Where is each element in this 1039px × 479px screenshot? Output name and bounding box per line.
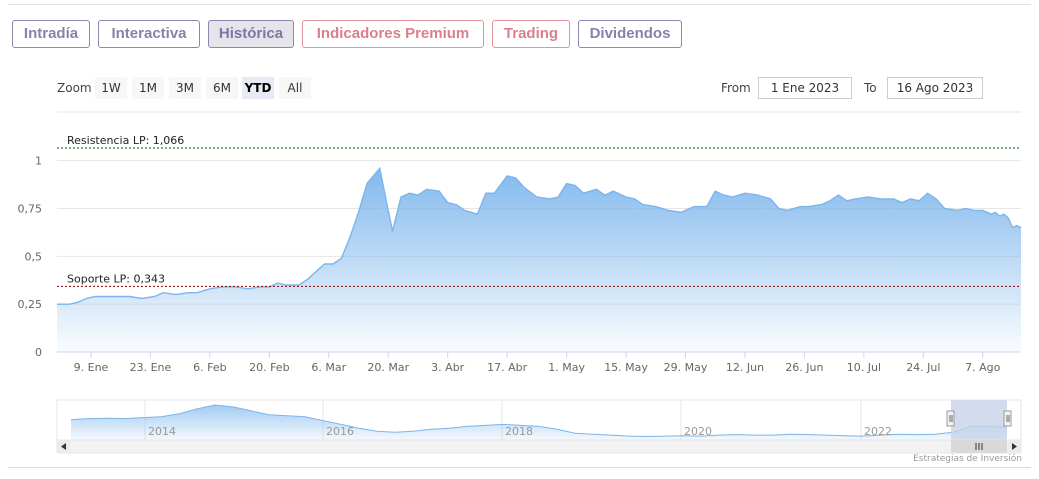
y-tick-label: 1 [35,155,42,168]
x-tick-label: 10. Jul [847,361,881,374]
x-axis: 9. Ene 23. Ene 6. Feb 20. Feb 6. Mar 20. Mar 3… [74,352,1001,374]
navigator-x-axis: 2014 2016 2018 2020 2022 [148,425,892,438]
zoom-ytd-button[interactable]: YTD [242,77,274,99]
navigator-x-tick-label: 2022 [864,425,892,438]
x-tick-label: 23. Ene [130,361,172,374]
x-tick-label: 17. Abr [487,361,527,374]
zoom-all-button[interactable]: All [279,77,311,99]
navigator-left-handle[interactable] [946,410,955,427]
navigator[interactable]: 2014 2016 2018 2020 2022 [56,399,1022,454]
y-axis: 0 0,25 0,5 0,75 1 [18,155,43,359]
navigator-x-tick-label: 2014 [148,425,176,438]
zoom-1w-button[interactable]: 1W [95,77,127,99]
tab-intradia[interactable]: Intradía [12,20,90,48]
tab-trading[interactable]: Trading [492,20,570,48]
tab-interactiva[interactable]: Interactiva [98,20,200,48]
tab-indicadores-premium[interactable]: Indicadores Premium [302,20,484,48]
navigator-line [70,404,1008,438]
y-tick-label: 0,75 [18,202,43,215]
support-label: Soporte LP: 0,343 [67,272,165,285]
navigator-x-tick-label: 2016 [326,425,354,438]
price-line [57,166,1022,305]
navigator-x-tick-label: 2020 [684,425,712,438]
navigator-x-tick-label: 2018 [505,425,533,438]
price-area [57,168,1021,352]
zoom-1m-button[interactable]: 1M [132,77,164,99]
scroll-right-arrow-icon[interactable] [1008,440,1021,453]
navigator-area [71,405,1007,440]
y-tick-label: 0,5 [25,250,43,263]
tab-dividendos[interactable]: Dividendos [578,20,682,48]
tab-historica[interactable]: Histórica [208,20,294,48]
scroll-left-arrow-icon[interactable] [57,440,70,453]
resistance-label: Resistencia LP: 1,066 [67,134,184,147]
zoom-3m-button[interactable]: 3M [169,77,201,99]
x-tick-label: 6. Mar [311,361,346,374]
navigator-right-handle[interactable] [1003,410,1012,427]
to-date-input[interactable] [887,77,983,99]
x-tick-label: 20. Feb [249,361,289,374]
x-tick-label: 6. Feb [193,361,226,374]
x-tick-label: 7. Ago [965,361,1000,374]
x-tick-label: 12. Jun [726,361,764,374]
scrollbar-grip-icon [975,443,983,450]
x-tick-label: 1. May [548,361,585,374]
x-tick-label: 15. May [604,361,648,374]
navigator-scrollbar[interactable] [56,439,1022,454]
y-tick-label: 0,25 [18,298,43,311]
plot-lines: Resistencia LP: 1,066 Soporte LP: 0,343 [57,134,1021,287]
x-tick-label: 29. May [664,361,708,374]
from-label: From [721,81,751,95]
from-date-input[interactable] [758,77,852,99]
x-tick-label: 26. Jun [785,361,823,374]
x-tick-label: 9. Ene [74,361,109,374]
y-tick-label: 0 [35,346,42,359]
zoom-6m-button[interactable]: 6M [206,77,238,99]
navigator-selection[interactable] [951,400,1007,440]
x-tick-label: 3. Abr [431,361,464,374]
zoom-label: Zoom [57,81,92,95]
top-divider [8,4,1031,5]
x-tick-label: 20. Mar [367,361,409,374]
bottom-divider [8,467,1031,468]
credit-text: Estrategias de Inversión [913,454,1022,464]
x-tick-label: 24. Jul [906,361,940,374]
to-label: To [864,81,877,95]
